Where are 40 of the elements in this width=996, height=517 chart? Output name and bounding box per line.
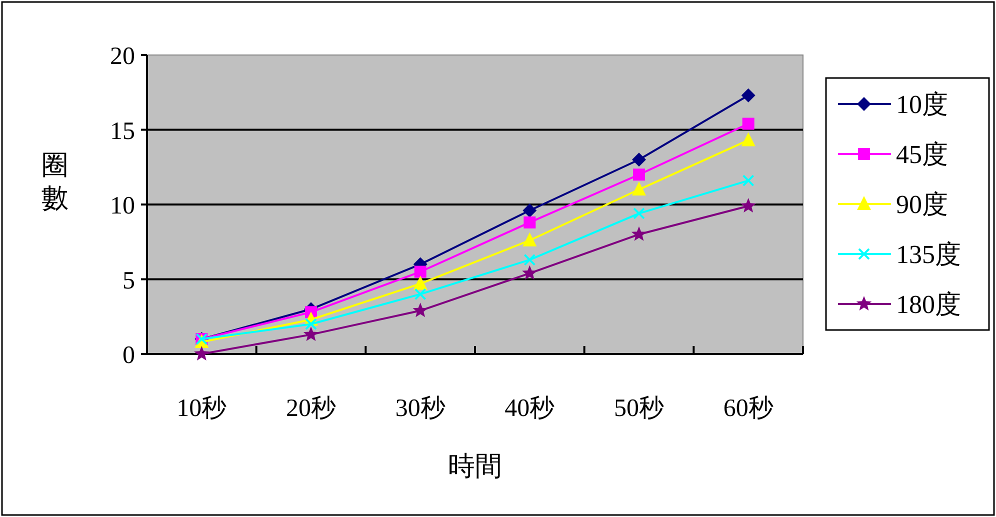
x-axis-title: 時間: [448, 451, 502, 481]
point: [414, 288, 426, 300]
point: [631, 226, 647, 241]
point: [414, 266, 426, 278]
x-tick-label: 10秒: [176, 395, 227, 422]
point: [633, 207, 645, 220]
x-tick-label: 20秒: [286, 395, 336, 422]
point: [305, 318, 317, 330]
x-tick-label: 50秒: [614, 395, 664, 422]
legend-label: 90度: [896, 190, 948, 219]
y-tick-label: 5: [122, 267, 135, 294]
point: [194, 346, 210, 360]
point: [741, 88, 756, 102]
legend-label: 135度: [896, 240, 961, 269]
x-tick-label: 40秒: [504, 395, 555, 422]
point: [740, 198, 756, 212]
y-axis-title: 圈數: [42, 150, 68, 213]
y-tick-label: 15: [110, 118, 135, 145]
point: [412, 302, 428, 318]
point: [522, 232, 537, 246]
point: [524, 216, 536, 228]
point: [633, 168, 645, 181]
legend-label: 180度: [896, 290, 961, 319]
point: [741, 132, 756, 146]
x-tick-label: 30秒: [395, 395, 446, 422]
point: [742, 174, 754, 187]
legend-label: 10度: [896, 90, 948, 119]
point: [742, 118, 754, 130]
x-tick-label: 60秒: [723, 395, 774, 422]
y-tick-label: 20: [110, 43, 135, 70]
point: [632, 182, 646, 196]
legend-label: 45度: [896, 140, 948, 169]
point: [413, 276, 428, 290]
point: [522, 203, 537, 218]
point: [632, 152, 646, 167]
point: [524, 254, 536, 266]
point: [522, 265, 538, 280]
point: [303, 326, 319, 342]
y-tick-label: 10: [110, 192, 135, 220]
y-tick-label: 0: [122, 342, 135, 369]
